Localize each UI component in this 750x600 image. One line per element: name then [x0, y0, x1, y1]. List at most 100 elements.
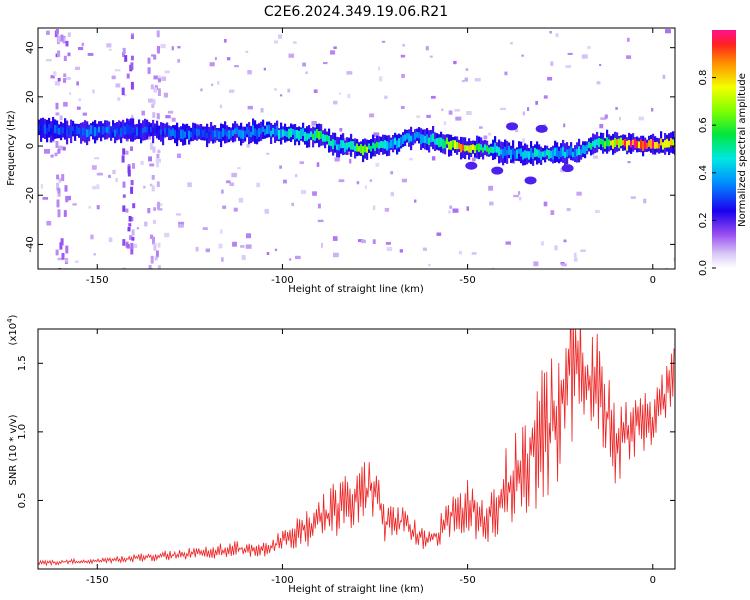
- heatmap-streak-cell: [122, 52, 125, 57]
- heatmap-ridge-cell: [254, 128, 257, 136]
- heatmap-noise-cell: [165, 115, 171, 119]
- heatmap-ridge-cell: [330, 140, 333, 147]
- heatmap-noise-cell: [291, 202, 294, 207]
- heatmap-ridge-cell: [206, 132, 209, 139]
- heatmap-streak-cell: [151, 103, 155, 108]
- heatmap-ridge-cell: [270, 130, 273, 137]
- heatmap-ridge-cell: [318, 131, 321, 140]
- heatmap-noise-cell: [237, 167, 241, 170]
- heatmap-noise-cell: [93, 253, 96, 256]
- heatmap-ridge-cell: [324, 134, 327, 142]
- heatmap-noise-cell: [288, 53, 295, 58]
- heatmap-streak-cell: [65, 40, 69, 47]
- heatmap-blob: [465, 161, 478, 170]
- heatmap-noise-cell: [245, 50, 249, 53]
- heatmap-streak-cell: [132, 203, 136, 209]
- heatmap-ridge-cell: [74, 129, 77, 135]
- heatmap-ridge-cell: [362, 146, 365, 156]
- heatmap-noise-cell: [153, 75, 159, 80]
- heatmap-noise-cell: [274, 88, 277, 91]
- heatmap-noise-cell: [54, 81, 60, 86]
- heatmap-ridge-cell: [524, 150, 527, 159]
- heatmap-noise-cell: [97, 172, 103, 176]
- heatmap-noise-cell: [573, 252, 577, 258]
- heatmap-noise-cell: [88, 206, 91, 209]
- heatmap-ridge-cell: [546, 149, 549, 156]
- heatmap-noise-cell: [378, 66, 381, 71]
- heatmap-streak-cell: [157, 46, 160, 54]
- heatmap-ridge-cell: [348, 141, 351, 148]
- heatmap-noise-cell: [219, 104, 223, 109]
- heatmap-ridge-cell: [502, 149, 505, 159]
- heatmap-ridge-cell: [382, 141, 385, 149]
- heatmap-ridge-cell: [258, 128, 261, 137]
- heatmap-ridge-cell: [554, 147, 557, 156]
- heatmap-streak-cell: [56, 182, 60, 191]
- heatmap-ridge-cell: [518, 148, 521, 154]
- heatmap-ridge-cell: [56, 125, 59, 134]
- heatmap-noise-cell: [131, 114, 134, 119]
- heatmap-noise-cell: [44, 149, 50, 154]
- heatmap-ridge-cell: [544, 150, 547, 158]
- heatmap-ridge-cell: [124, 126, 127, 135]
- heatmap-noise-cell: [567, 52, 573, 55]
- heatmap-streak-cell: [128, 223, 132, 227]
- heatmap-noise-cell: [483, 135, 488, 139]
- heatmap-ridge-cell: [164, 127, 167, 134]
- heatmap-ridge-cell: [576, 148, 579, 157]
- heatmap-noise-cell: [547, 76, 553, 81]
- heatmap-streak-cell: [157, 201, 161, 210]
- heatmap-ridge-cell: [196, 128, 199, 137]
- heatmap-noise-cell: [177, 59, 181, 63]
- heatmap-ridge-cell: [64, 124, 67, 133]
- heatmap-noise-cell: [57, 257, 63, 261]
- heatmap-ridge-cell: [298, 130, 301, 141]
- heatmap-noise-cell: [576, 191, 582, 196]
- heatmap-streak-cell: [151, 185, 155, 192]
- heatmap-ridge-cell: [284, 130, 287, 137]
- heatmap-ridge-cell: [366, 146, 369, 153]
- heatmap-noise-cell: [673, 257, 675, 262]
- heatmap-ridge-cell: [246, 126, 249, 135]
- heatmap-ridge-cell: [562, 146, 565, 156]
- heatmap-ridge-cell: [464, 145, 467, 152]
- heatmap-ridge-cell: [250, 131, 253, 138]
- heatmap-streak-cell: [55, 29, 59, 35]
- heatmap-ridge-cell: [664, 140, 667, 148]
- heatmap-noise-cell: [323, 62, 328, 65]
- heatmap-ridge-cell: [620, 137, 623, 147]
- heatmap-noise-cell: [302, 62, 306, 67]
- heatmap-noise-cell: [619, 117, 622, 121]
- heatmap-ridge-cell: [184, 131, 187, 138]
- x-tick-label: -150: [86, 575, 109, 586]
- heatmap-streak-cell: [147, 57, 151, 64]
- heatmap-noise-cell: [178, 221, 185, 226]
- heatmap-ridge-cell: [290, 128, 293, 138]
- heatmap-ridge-cell: [200, 127, 203, 137]
- heatmap-ridge-cell: [418, 132, 421, 139]
- heatmap-ridge-cell: [274, 129, 277, 137]
- heatmap-ridge-cell: [376, 141, 379, 148]
- heatmap-streak-cell: [151, 175, 155, 180]
- heatmap-ridge-cell: [130, 125, 133, 135]
- heatmap-ridge-cell: [50, 128, 53, 136]
- heatmap-ridge-cell: [92, 125, 95, 136]
- heatmap-ridge-cell: [610, 140, 613, 146]
- heatmap-noise-cell: [177, 46, 181, 49]
- heatmap-streak-cell: [61, 174, 65, 182]
- heatmap-noise-cell: [317, 219, 324, 223]
- heatmap-ridge-cell: [566, 149, 569, 157]
- heatmap-noise-cell: [458, 250, 462, 255]
- heatmap-noise-cell: [78, 47, 84, 51]
- heatmap-streak-cell: [122, 148, 126, 155]
- heatmap-streak-cell: [56, 174, 60, 180]
- snr-y-multiplier: (x104): [6, 314, 19, 345]
- heatmap-ridge-cell: [648, 140, 651, 147]
- heatmap-noise-cell: [381, 40, 386, 43]
- heatmap-ridge-cell: [604, 141, 607, 149]
- heatmap-ridge-cell: [292, 129, 295, 135]
- heatmap-ridge-cell: [112, 125, 115, 133]
- heatmap-noise-cell: [472, 157, 476, 162]
- heatmap-streak-cell: [63, 55, 67, 61]
